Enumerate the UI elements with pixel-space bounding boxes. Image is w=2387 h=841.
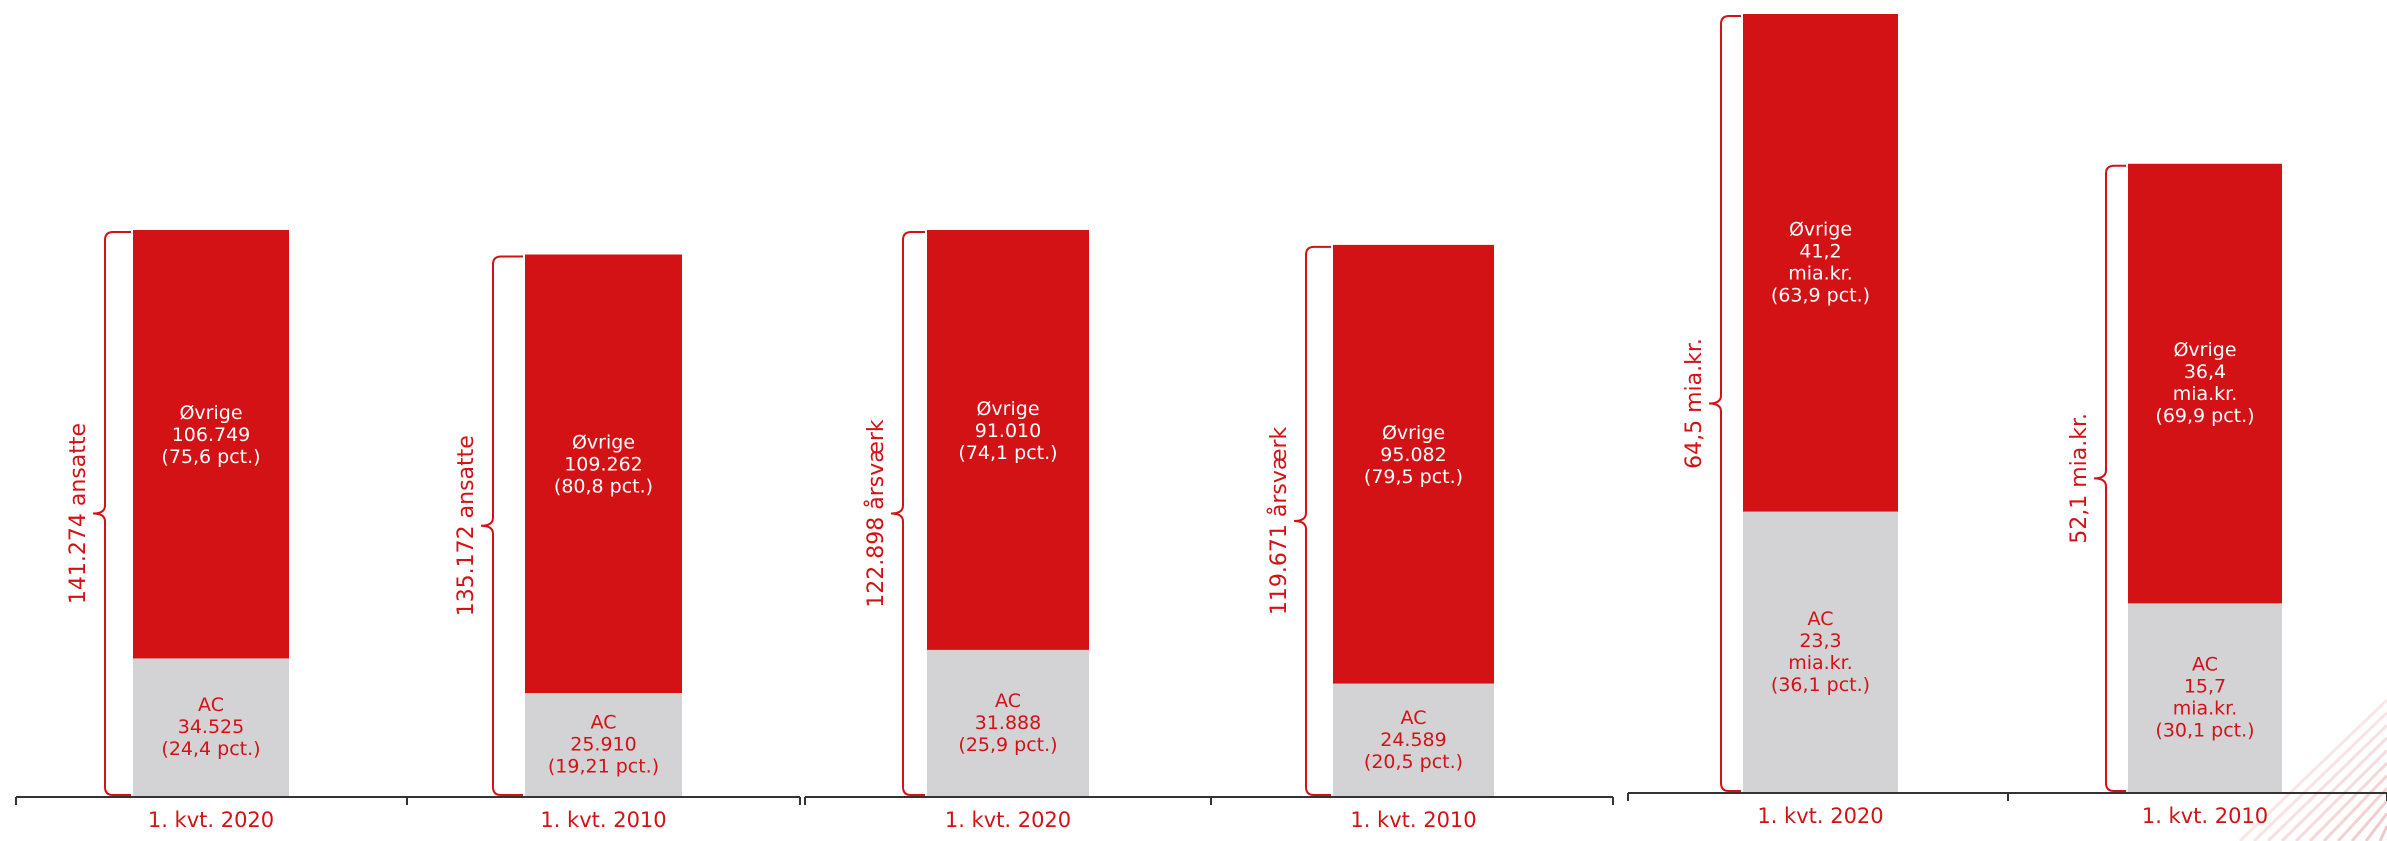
total-label: 52,1 mia.kr. [2067, 413, 2092, 544]
data-label-ovrige: Øvrige [1789, 218, 1852, 240]
data-label-ac: AC [2192, 654, 2218, 676]
data-label-ac: (25,9 pct.) [958, 734, 1057, 756]
category-label: 1. kvt. 2010 [1350, 808, 1476, 832]
data-label-ovrige: Øvrige [179, 402, 242, 424]
total-brace [1708, 15, 1741, 792]
category-label: 1. kvt. 2020 [1757, 804, 1883, 828]
total-label: 122.898 årsværk [863, 419, 889, 608]
decorative-stripe [2266, 724, 2387, 841]
data-label-ac: 31.888 [975, 712, 1041, 734]
data-label-ovrige: (69,9 pct.) [2155, 405, 2254, 427]
data-label-ac: mia.kr. [2173, 698, 2238, 720]
bar-segment-ovrige [1333, 244, 1494, 684]
data-label-ovrige: (75,6 pct.) [161, 446, 260, 468]
data-label-ovrige: 95.082 [1380, 444, 1446, 466]
data-label-ovrige: mia.kr. [2173, 383, 2238, 405]
data-label-ac: mia.kr. [1788, 652, 1853, 674]
data-label-ovrige: 91.010 [975, 420, 1041, 442]
data-label-ovrige: (79,5 pct.) [1364, 466, 1463, 488]
data-label-ovrige: Øvrige [2173, 339, 2236, 361]
decorative-stripe [2322, 774, 2387, 841]
bar-segment-ac [525, 693, 682, 797]
data-label-ac: 34.525 [178, 716, 244, 738]
data-label-ovrige: Øvrige [572, 431, 635, 453]
category-label: 1. kvt. 2020 [148, 808, 274, 832]
decorative-stripe [2238, 698, 2387, 841]
total-label: 64,5 mia.kr. [1682, 338, 1707, 469]
data-label-ovrige: (63,9 pct.) [1771, 284, 1870, 306]
data-label-ac: AC [591, 712, 617, 734]
bar-segment-ovrige [525, 254, 682, 694]
data-label-ovrige: Øvrige [1382, 422, 1445, 444]
data-label-ovrige: (74,1 pct.) [958, 442, 1057, 464]
data-label-ac: 15,7 [2184, 676, 2226, 698]
data-label-ovrige: mia.kr. [1788, 262, 1853, 284]
total-label: 135.172 ansatte [454, 435, 479, 616]
data-label-ovrige: 106.749 [172, 424, 251, 446]
data-label-ovrige: Øvrige [976, 398, 1039, 420]
data-label-ac: AC [1808, 608, 1834, 630]
bar-segment-ac [927, 649, 1089, 797]
data-label-ac: AC [198, 694, 224, 716]
data-label-ac: 25.910 [570, 734, 636, 756]
bar-segment-ovrige [927, 230, 1089, 650]
decorative-stripe [2294, 749, 2387, 841]
bar-segment-ac [1743, 511, 1898, 793]
data-label-ovrige: (80,8 pct.) [554, 475, 653, 497]
decorative-stripe [2364, 812, 2387, 841]
data-label-ac: 24.589 [1380, 729, 1446, 751]
bar-segment-ovrige [1743, 14, 1898, 512]
decorative-stripe [2280, 736, 2387, 841]
total-label: 141.274 ansatte [66, 423, 91, 604]
bar-segment-ac [133, 658, 289, 797]
data-label-ovrige: 36,4 [2184, 361, 2226, 383]
category-label: 1. kvt. 2010 [540, 808, 666, 832]
decorative-stripe [2252, 711, 2387, 841]
total-brace [890, 231, 925, 796]
total-brace [92, 231, 131, 796]
total-brace [1293, 245, 1331, 796]
data-label-ac: (24,4 pct.) [161, 738, 260, 760]
total-brace [480, 255, 523, 796]
data-label-ac: AC [995, 690, 1021, 712]
data-label-ac: (30,1 pct.) [2155, 720, 2254, 742]
bar-segment-ovrige [133, 230, 289, 659]
category-label: 1. kvt. 2020 [945, 808, 1071, 832]
decorative-stripe [2308, 761, 2387, 841]
bar-segment-ac [1333, 683, 1494, 797]
data-label-ac: (19,21 pct.) [548, 756, 659, 778]
data-label-ac: AC [1401, 707, 1427, 729]
category-label: 1. kvt. 2010 [2142, 804, 2268, 828]
data-label-ovrige: 109.262 [564, 453, 643, 475]
total-label: 119.671 årsværk [1266, 427, 1292, 616]
total-brace [2093, 164, 2126, 792]
bar-segment-ovrige [2128, 163, 2282, 604]
decorative-stripe [2378, 825, 2387, 841]
data-label-ac: (20,5 pct.) [1364, 751, 1463, 773]
data-label-ac: (36,1 pct.) [1771, 674, 1870, 696]
data-label-ac: 23,3 [1799, 630, 1841, 652]
data-label-ovrige: 41,2 [1799, 240, 1841, 262]
decorative-stripe [2336, 787, 2387, 841]
decorative-stripe [2350, 799, 2387, 841]
bar-segment-ac [2128, 603, 2282, 793]
